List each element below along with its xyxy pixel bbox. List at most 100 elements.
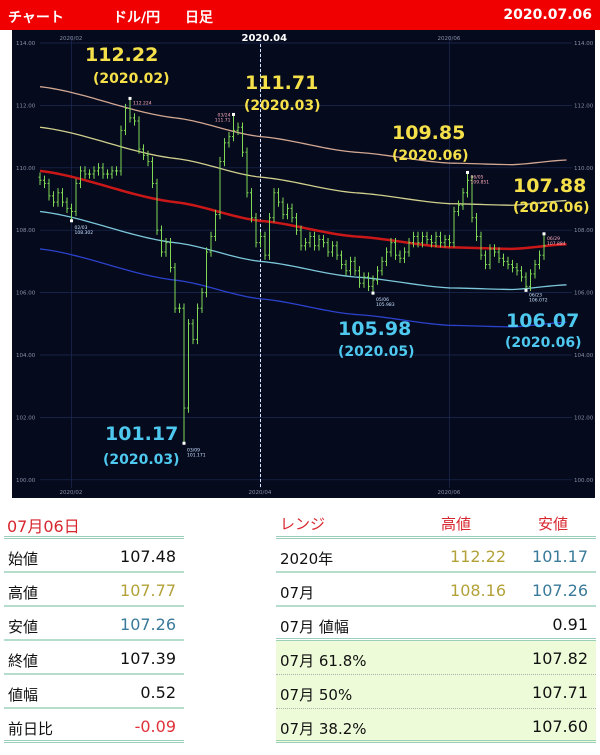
daily-header: 07月06日 [4, 505, 184, 539]
y-tick-label: 114.00 [574, 41, 594, 47]
range-low: 107.26 [532, 581, 588, 600]
daily-label: 終値 [8, 652, 39, 670]
x-tick-label: 2020/02 [60, 36, 83, 42]
daily-label: 安値 [8, 618, 39, 636]
extreme-value: 108.302 [75, 230, 94, 236]
y-tick-label: 114.00 [16, 41, 36, 47]
y-tick-label: 110.00 [574, 166, 594, 172]
daily-value: 107.77 [120, 581, 176, 600]
channel-line [39, 126, 567, 206]
daily-row: 値幅 0.52 [4, 675, 184, 709]
extreme-marker [371, 291, 375, 295]
daily-row: 高値 107.77 [4, 573, 184, 607]
annotation-value: 111.71 [245, 72, 319, 94]
extreme-date: 03/24 [218, 112, 231, 118]
annotation-date: (2020.06) [392, 148, 469, 164]
extreme-value: 106.072 [529, 297, 548, 303]
daily-label: 前日比 [8, 720, 54, 738]
range-width-row: 07月 値幅 0.91 [276, 607, 596, 641]
y-tick-label: 110.00 [16, 166, 36, 172]
range-label: 07月 [280, 584, 315, 602]
price-chart: 114.00 114.00 112.00 112.00 110.00 110.00 108.… [0, 30, 600, 500]
range-label: 2020年 [280, 550, 334, 568]
low-header: 安値 [538, 515, 569, 533]
extreme-marker [466, 170, 469, 174]
y-tick-label: 106.00 [16, 291, 36, 297]
daily-row: 始値 107.48 [4, 539, 184, 573]
range-header: レンジ 高値 安値 [276, 505, 596, 539]
daily-row: 安値 107.26 [4, 607, 184, 641]
plot-background [12, 30, 595, 498]
y-tick-label: 108.00 [16, 228, 36, 234]
range-row: 2020年 112.22 101.17 [276, 539, 596, 573]
currency-pair: ドル/円 [113, 10, 161, 26]
daily-value: -0.09 [134, 717, 176, 736]
fib-row: 07月 50% 107.71 [276, 675, 596, 709]
fib-row: 07月 61.8% 107.82 [276, 641, 596, 675]
extreme-value: 101.171 [187, 452, 206, 458]
annotation-value: 107.88 [513, 175, 587, 197]
annotation-value: 109.85 [392, 122, 466, 144]
y-tick-label: 100.00 [16, 478, 36, 484]
extreme-marker [128, 96, 132, 100]
extreme-date: 02/03 [75, 225, 88, 231]
extreme-marker [524, 288, 528, 292]
annotation-date: (2020.05) [338, 344, 415, 360]
daily-table: 07月06日 始値 107.48 高値 107.77 安値 107.26 終値 107.39 値… [4, 505, 184, 743]
fib-label: 07月 50% [280, 686, 353, 704]
extreme-marker [70, 219, 73, 223]
extreme-value: 109.851 [471, 179, 490, 185]
header-date: 2020.07.06 [503, 7, 592, 23]
daily-row: 前日比 -0.09 [4, 709, 184, 743]
y-tick-label: 112.00 [574, 103, 594, 109]
extreme-value: 111.71 [215, 117, 231, 123]
header-title: チャート [8, 10, 64, 26]
y-tick-label: 102.00 [574, 415, 594, 421]
channel-line [39, 169, 567, 251]
annotation-date: (2020.06) [513, 200, 590, 216]
channel-line [39, 86, 567, 166]
annotation-date: (2020.06) [505, 335, 582, 351]
extreme-date: 06/05 [471, 174, 484, 180]
range-label: 07月 値幅 [280, 618, 349, 636]
annotation-value: 106.07 [506, 310, 580, 332]
fib-value: 107.71 [532, 683, 588, 702]
range-high: 108.16 [450, 581, 506, 600]
extreme-date: 06/29 [547, 236, 560, 242]
annotation-value: 105.98 [338, 318, 412, 340]
extreme-date: 06/23 [529, 292, 542, 298]
fib-value: 107.60 [532, 717, 588, 736]
extreme-value: 105.983 [376, 302, 395, 308]
y-tick-label: 102.00 [16, 415, 36, 421]
daily-row: 終値 107.39 [4, 641, 184, 675]
channel-line [39, 210, 567, 291]
chart-svg: 114.00 114.00 112.00 112.00 110.00 110.00 108.… [12, 30, 595, 498]
daily-title: 07月06日 [7, 517, 80, 536]
annotation-value: 101.17 [105, 423, 179, 445]
range-row: 07月 108.16 107.26 [276, 573, 596, 607]
extreme-date: 03/09 [187, 447, 200, 453]
range-table: レンジ 高値 安値 2020年 112.22 101.17 07月 108.16 107… [276, 505, 596, 743]
x-tick-label: 2020/06 [438, 490, 461, 496]
high-header: 高値 [441, 515, 472, 533]
daily-value: 107.39 [120, 649, 176, 668]
fib-row: 07月 38.2% 107.60 [276, 709, 596, 743]
range-high: 112.22 [450, 547, 506, 566]
extreme-value: 112.224 [133, 100, 152, 106]
x-tick-label: 2020/02 [60, 490, 83, 496]
fib-label: 07月 38.2% [280, 720, 367, 738]
y-tick-label: 106.00 [574, 291, 594, 297]
annotation-date: (2020.02) [93, 71, 170, 87]
daily-value: 0.52 [140, 683, 176, 702]
annotation-date: (2020.03) [244, 98, 321, 114]
x-tick-label: 2020/06 [438, 36, 461, 42]
y-tick-label: 104.00 [574, 353, 594, 359]
chart-header: チャート ドル/円 日足 2020.07.06 [0, 0, 600, 30]
y-tick-label: 100.00 [574, 478, 594, 484]
range-low: 101.17 [532, 547, 588, 566]
date-marker-label: 2020.04 [242, 33, 288, 44]
extreme-marker [182, 441, 186, 445]
annotation-date: (2020.03) [103, 452, 180, 468]
timeframe: 日足 [185, 10, 213, 26]
range-value: 0.91 [552, 615, 588, 634]
